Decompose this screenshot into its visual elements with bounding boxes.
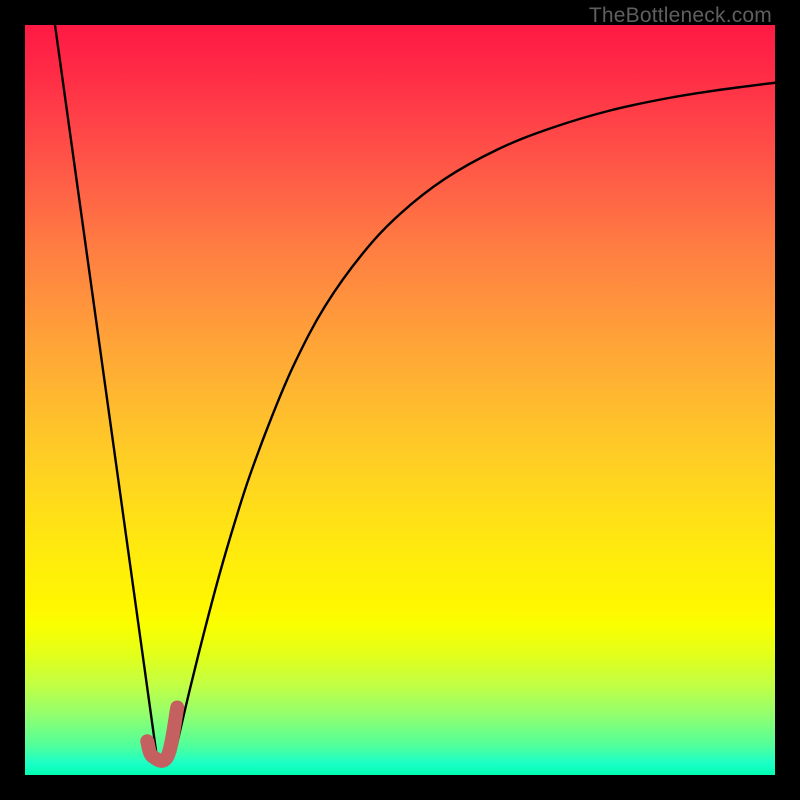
watermark-text: TheBottleneck.com <box>589 4 772 28</box>
background-gradient-rect <box>25 25 775 775</box>
plot-area <box>25 25 775 775</box>
chart-root: { "watermark": { "text": "TheBottleneck.… <box>0 0 800 800</box>
plot-svg <box>25 25 775 775</box>
